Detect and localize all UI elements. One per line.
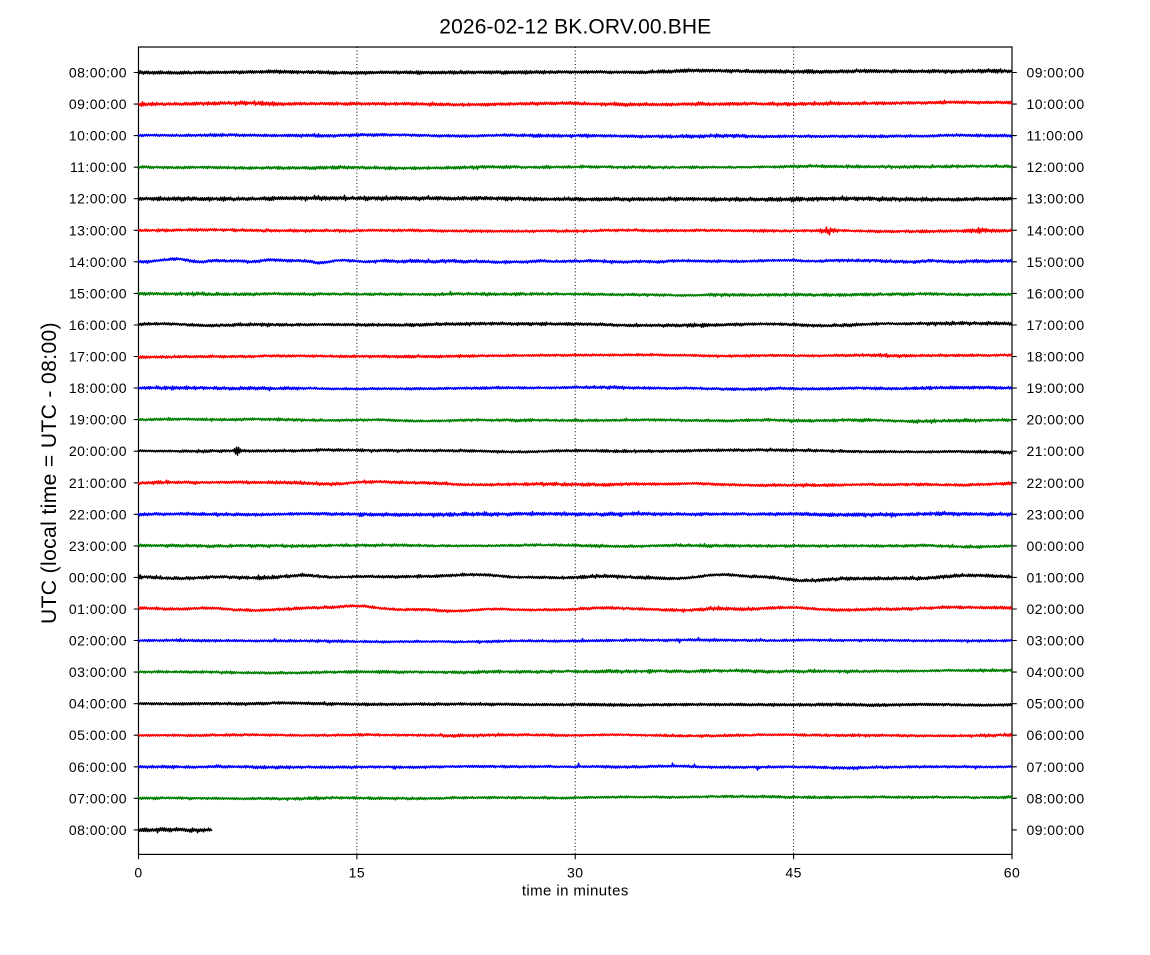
svg-text:03:00:00: 03:00:00 (69, 664, 127, 680)
svg-text:16:00:00: 16:00:00 (1027, 285, 1085, 301)
svg-text:10:00:00: 10:00:00 (1027, 96, 1085, 112)
svg-text:02:00:00: 02:00:00 (69, 633, 127, 649)
svg-text:17:00:00: 17:00:00 (69, 349, 127, 365)
svg-text:10:00:00: 10:00:00 (69, 128, 127, 144)
svg-text:06:00:00: 06:00:00 (1027, 727, 1085, 743)
svg-text:01:00:00: 01:00:00 (1027, 569, 1085, 585)
svg-text:04:00:00: 04:00:00 (1027, 664, 1085, 680)
svg-text:05:00:00: 05:00:00 (1027, 696, 1085, 712)
svg-text:21:00:00: 21:00:00 (1027, 443, 1085, 459)
svg-text:20:00:00: 20:00:00 (1027, 412, 1085, 428)
svg-text:01:00:00: 01:00:00 (69, 601, 127, 617)
svg-text:09:00:00: 09:00:00 (1027, 65, 1085, 81)
svg-text:12:00:00: 12:00:00 (69, 191, 127, 207)
svg-text:19:00:00: 19:00:00 (1027, 380, 1085, 396)
svg-text:11:00:00: 11:00:00 (1027, 128, 1084, 144)
svg-text:00:00:00: 00:00:00 (1027, 538, 1085, 554)
svg-text:05:00:00: 05:00:00 (69, 727, 127, 743)
svg-text:60: 60 (1004, 865, 1020, 881)
svg-text:22:00:00: 22:00:00 (1027, 475, 1085, 491)
svg-text:07:00:00: 07:00:00 (1027, 759, 1085, 775)
svg-text:08:00:00: 08:00:00 (1027, 790, 1085, 806)
svg-text:20:00:00: 20:00:00 (69, 443, 127, 459)
svg-text:23:00:00: 23:00:00 (1027, 506, 1085, 522)
svg-text:09:00:00: 09:00:00 (69, 96, 127, 112)
svg-text:UTC (local time = UTC - 08:00): UTC (local time = UTC - 08:00) (38, 322, 61, 624)
svg-text:04:00:00: 04:00:00 (69, 696, 127, 712)
svg-text:time in minutes: time in minutes (522, 883, 629, 900)
svg-text:07:00:00: 07:00:00 (69, 790, 127, 806)
svg-text:0: 0 (134, 865, 142, 881)
svg-text:23:00:00: 23:00:00 (69, 538, 127, 554)
svg-text:15:00:00: 15:00:00 (1027, 254, 1085, 270)
svg-text:18:00:00: 18:00:00 (1027, 349, 1085, 365)
svg-text:15: 15 (349, 865, 365, 881)
svg-text:06:00:00: 06:00:00 (69, 759, 127, 775)
svg-text:30: 30 (567, 865, 583, 881)
svg-text:45: 45 (785, 865, 801, 881)
svg-text:08:00:00: 08:00:00 (69, 65, 127, 81)
svg-text:14:00:00: 14:00:00 (1027, 222, 1085, 238)
svg-text:14:00:00: 14:00:00 (69, 254, 127, 270)
svg-text:08:00:00: 08:00:00 (69, 822, 127, 838)
svg-text:13:00:00: 13:00:00 (1027, 191, 1085, 207)
svg-text:11:00:00: 11:00:00 (70, 159, 127, 175)
svg-text:02:00:00: 02:00:00 (1027, 601, 1085, 617)
svg-text:15:00:00: 15:00:00 (69, 285, 127, 301)
svg-text:09:00:00: 09:00:00 (1027, 822, 1085, 838)
svg-text:18:00:00: 18:00:00 (69, 380, 127, 396)
svg-text:2026-02-12 BK.ORV.00.BHE: 2026-02-12 BK.ORV.00.BHE (439, 16, 711, 39)
svg-text:00:00:00: 00:00:00 (69, 569, 127, 585)
svg-text:13:00:00: 13:00:00 (69, 222, 127, 238)
svg-text:21:00:00: 21:00:00 (69, 475, 127, 491)
svg-text:17:00:00: 17:00:00 (1027, 317, 1085, 333)
svg-text:03:00:00: 03:00:00 (1027, 633, 1085, 649)
svg-text:22:00:00: 22:00:00 (69, 506, 127, 522)
svg-text:12:00:00: 12:00:00 (1027, 159, 1085, 175)
svg-text:16:00:00: 16:00:00 (69, 317, 127, 333)
svg-text:19:00:00: 19:00:00 (69, 412, 127, 428)
